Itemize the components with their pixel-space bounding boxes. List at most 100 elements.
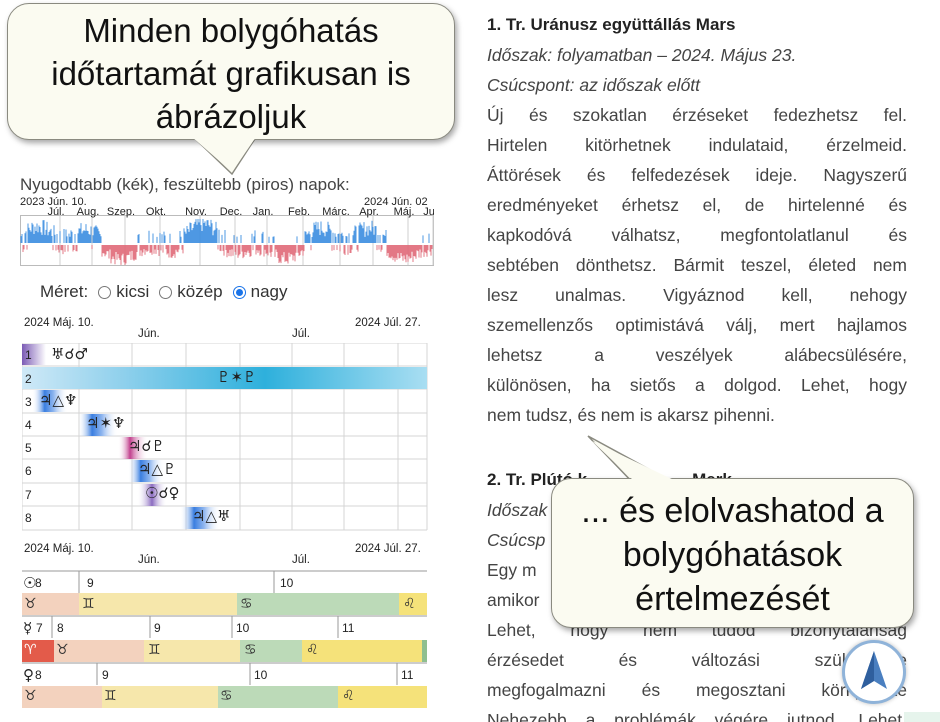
- transit-row-symbols[interactable]: ♃☌♇: [128, 437, 165, 455]
- transit-bar-3[interactable]: [32, 390, 68, 412]
- position-degree: 10: [254, 668, 268, 682]
- cancer-icon: ♋: [240, 596, 253, 612]
- mood-month-label: Jan.: [253, 206, 274, 218]
- transit-row-symbols[interactable]: ♃✶♆: [86, 414, 126, 432]
- position-month-jun: Jún.: [138, 554, 160, 566]
- article-line: megfogalmazni és megosztani környezete: [487, 680, 907, 700]
- transit-bar-2[interactable]: [22, 367, 427, 389]
- article-line: Áttörések és felfedezések ideje. Nagysze…: [487, 165, 907, 185]
- size-option-nagy[interactable]: nagy: [250, 282, 288, 301]
- position-sign-bar[interactable]: [338, 686, 427, 708]
- transit-row-symbols[interactable]: ☉☌♀: [145, 484, 180, 502]
- size-option-kicsi[interactable]: kicsi: [116, 282, 150, 301]
- position-sign-bar[interactable]: [399, 593, 427, 615]
- transit-month-jun: Jún.: [138, 328, 160, 340]
- mood-month-label: Okt.: [146, 206, 166, 218]
- transit-bar-4[interactable]: [78, 414, 118, 436]
- article-line: Nehezebb a problémák végére jutnod. Lehe…: [487, 710, 907, 722]
- article-title-1: 1. Tr. Uránusz együttállás Mars: [487, 15, 736, 34]
- mood-start-date: 2023 Jún. 10.: [20, 196, 87, 208]
- position-sign-bar[interactable]: [54, 640, 144, 662]
- transit-row-symbols[interactable]: ♃△♅: [192, 507, 231, 525]
- transit-row-symbols[interactable]: ♇✶♇: [217, 368, 257, 386]
- transit-row-num: 1: [25, 348, 32, 362]
- transit-row-num: 6: [25, 464, 32, 478]
- transit-bar-6[interactable]: [128, 460, 164, 482]
- article-item-1: 1. Tr. Uránusz együttállás Mars Időszak:…: [487, 10, 907, 430]
- callout-bottom: ... és elolvashatod a bolygóhatások érte…: [551, 478, 914, 628]
- mood-month-label: Apr.: [359, 206, 379, 218]
- article-period-2: Időszak: [487, 500, 548, 520]
- position-sign-bar[interactable]: [22, 593, 79, 615]
- position-sign-bar[interactable]: [422, 640, 427, 662]
- article-line: Új és szokatlan érzéseket fedezhetsz fel…: [487, 105, 907, 125]
- position-degree: 10: [236, 621, 250, 635]
- position-sign-bar[interactable]: [218, 686, 338, 708]
- position-sign-bar[interactable]: [22, 686, 102, 708]
- position-sign-bar[interactable]: [237, 593, 399, 615]
- transit-row-num: 7: [25, 488, 32, 502]
- position-sign-bar[interactable]: [240, 640, 302, 662]
- transit-row-symbols[interactable]: ♃△♆: [39, 391, 78, 409]
- position-degree: 10: [280, 576, 294, 590]
- position-degree: 7: [36, 621, 43, 635]
- article-line: lehetsz a veszélyek alábecsülésére,: [487, 345, 907, 365]
- callout-top: Minden bolygóhatás időtartamát grafikusa…: [7, 3, 455, 140]
- position-sign-bar[interactable]: [102, 686, 218, 708]
- article-period-1: Időszak: folyamatban – 2024. Május 23.: [487, 45, 797, 65]
- position-sign-bar[interactable]: [302, 640, 422, 662]
- transit-row-symbols[interactable]: ♅☌♂: [51, 345, 88, 363]
- mercury-glyph-icon: ☿: [23, 619, 33, 637]
- size-option-kozep[interactable]: közép: [177, 282, 223, 301]
- position-degree: 11: [342, 621, 355, 635]
- position-sign-bar[interactable]: [144, 640, 240, 662]
- mood-month-label: Márc.: [322, 206, 350, 218]
- leo-icon: ♌: [306, 642, 319, 658]
- article-line: sebtében dönthetsz. Bármit teszel, élete…: [487, 255, 907, 275]
- size-radio-nagy[interactable]: [232, 285, 246, 299]
- transit-row-num: 2: [25, 372, 32, 386]
- article-line: kapkodóvá válhatsz, megfontolatlanul és: [487, 225, 907, 245]
- compass-arrow-icon: [861, 651, 887, 689]
- position-sign-bar[interactable]: [22, 640, 54, 662]
- position-degree: 9: [87, 576, 94, 590]
- aries-icon: ♈: [24, 642, 37, 658]
- transit-bar-7[interactable]: [137, 484, 167, 506]
- transit-bar-8[interactable]: [180, 507, 220, 529]
- size-radio-kozep[interactable]: [159, 285, 173, 299]
- transit-row-symbols[interactable]: ♃△♇: [138, 460, 177, 478]
- position-chart: [22, 570, 427, 708]
- mood-chart: Júl. Aug. Szep. Okt. Nov. Dec. Jan. Feb. Márc. Ap…: [20, 206, 434, 266]
- scroll-top-button[interactable]: [842, 640, 906, 704]
- transit-bar-1[interactable]: [22, 344, 46, 365]
- position-degree: 8: [35, 576, 42, 590]
- article-line: lesz unalmas. Vigyáznod kell, nehogy: [487, 285, 907, 305]
- corner-widget: [904, 712, 940, 722]
- mood-month-label: Júl.: [47, 206, 64, 218]
- size-selector: Méret: kicsi közép nagy: [40, 282, 288, 302]
- position-degree: 8: [35, 668, 42, 682]
- mood-month-label: Szep.: [107, 206, 135, 218]
- cancer-icon: ♋: [244, 642, 257, 658]
- position-end-date: 2024 Júl. 27.: [355, 543, 421, 555]
- position-degree: 8: [57, 621, 64, 635]
- leo-icon: ♌: [403, 596, 416, 612]
- article-peak-2: Csúcsp: [487, 530, 546, 550]
- transit-row-num: 3: [25, 395, 32, 409]
- gemini-icon: ♊: [148, 642, 161, 658]
- leo-icon: ♌: [342, 688, 355, 704]
- mood-month-label: Máj.: [394, 206, 415, 218]
- mood-month-label: Dec.: [220, 206, 243, 218]
- venus-glyph-icon: ♀: [23, 666, 34, 684]
- position-month-jul: Júl.: [292, 554, 310, 566]
- size-radio-kicsi[interactable]: [98, 285, 112, 299]
- mood-end-date: 2024 Jún. 02: [364, 196, 428, 208]
- transit-bar-5[interactable]: [118, 437, 148, 459]
- transit-chart: [22, 343, 428, 531]
- article-peak-1: Csúcspont: az időszak előtt: [487, 75, 701, 95]
- sun-glyph-icon: ☉: [23, 574, 37, 592]
- mood-title: Nyugodtabb (kék), feszültebb (piros) nap…: [20, 175, 350, 194]
- position-sign-bar[interactable]: [79, 593, 237, 615]
- mood-month-label: Nov.: [185, 206, 207, 218]
